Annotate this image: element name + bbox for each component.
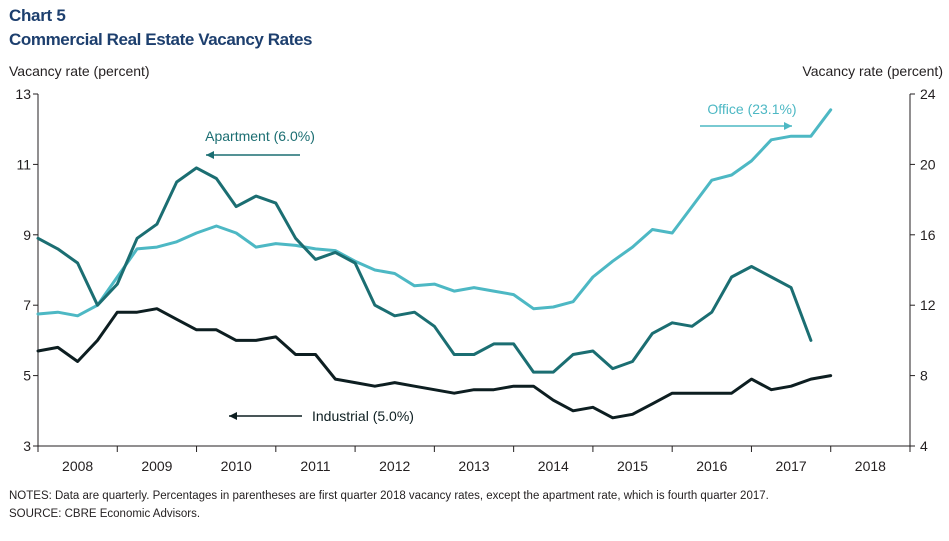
x-tick-label: 2011 — [300, 458, 330, 474]
y-tick-label-left: 9 — [23, 227, 31, 243]
notes-text: NOTES: Data are quarterly. Percentages i… — [9, 490, 769, 502]
x-tick-label: 2013 — [458, 458, 489, 474]
x-tick-label: 2017 — [776, 458, 807, 474]
x-tick-label: 2012 — [379, 458, 410, 474]
apartment-series-line — [36, 166, 813, 374]
y-tick-label-left: 3 — [23, 438, 31, 454]
x-tick-label: 2018 — [855, 458, 886, 474]
y-tick-label-left: 13 — [15, 86, 31, 102]
industrial-series-line — [36, 307, 833, 420]
chart-notes: NOTES: Data are quarterly. Percentages i… — [9, 487, 769, 523]
x-tick-label: 2014 — [538, 458, 569, 474]
axes: 3 5 7 9 11 13 4 8 12 16 20 24 2008 2009 2010 2011 2012 20… — [15, 86, 935, 474]
y-axis-label-left: Vacancy rate (percent) — [9, 63, 150, 79]
source-text: SOURCE: CBRE Economic Advisors. — [9, 508, 201, 520]
y-tick-label-left: 7 — [23, 297, 31, 313]
chart-number: Chart 5 — [9, 6, 66, 25]
x-tick-label: 2010 — [221, 458, 252, 474]
series-layer — [36, 108, 833, 420]
office-series-line — [36, 108, 833, 318]
x-tick-label: 2015 — [617, 458, 648, 474]
x-tick-label: 2016 — [696, 458, 727, 474]
y-tick-label-left: 5 — [23, 368, 31, 384]
apartment-arrowhead — [206, 151, 214, 159]
y-tick-label-right: 24 — [920, 86, 936, 102]
industrial-label: Industrial (5.0%) — [312, 408, 414, 424]
y-tick-label-right: 16 — [920, 227, 936, 243]
industrial-arrowhead — [229, 412, 237, 420]
y-tick-label-left: 11 — [16, 156, 31, 172]
y-tick-label-right: 8 — [920, 368, 928, 384]
chart-title: Commercial Real Estate Vacancy Rates — [9, 30, 313, 49]
office-arrowhead — [784, 122, 792, 130]
line-chart: Vacancy rate (percent) Vacancy rate (per… — [9, 63, 943, 474]
y-tick-label-right: 12 — [920, 297, 936, 313]
apartment-label: Apartment (6.0%) — [205, 128, 315, 144]
annotations: Apartment (6.0%) Office (23.1%) Industrial… — [205, 101, 796, 424]
x-tick-label: 2008 — [62, 458, 93, 474]
y-tick-label-right: 20 — [920, 156, 936, 172]
y-tick-label-right: 4 — [920, 438, 928, 454]
y-axis-label-right: Vacancy rate (percent) — [802, 63, 943, 79]
office-label: Office (23.1%) — [707, 101, 796, 117]
x-tick-label: 2009 — [141, 458, 172, 474]
